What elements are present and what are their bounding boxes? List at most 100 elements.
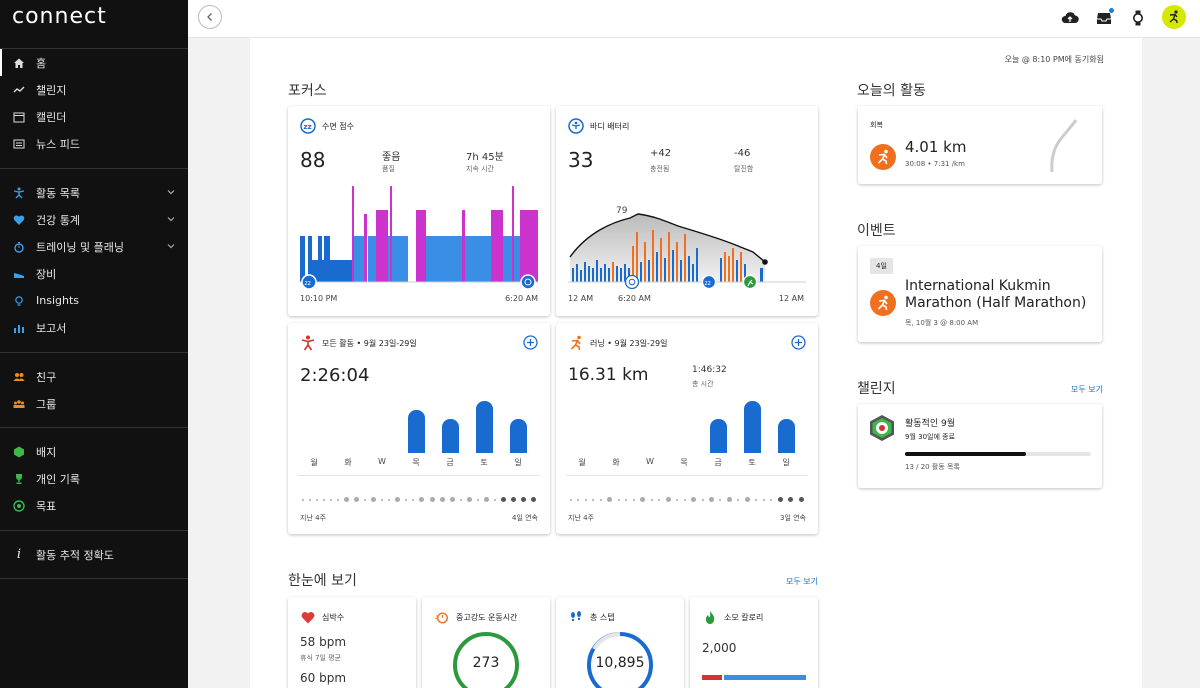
nav-group-main: 홈 챌린지 캘린더 뉴스 피드 [0,48,188,157]
chevron-down-icon[interactable] [166,187,176,197]
sidebar-item-challenges[interactable]: 챌린지 [0,76,188,103]
heart-rate-card[interactable]: 심박수 58 bpm 휴식 7일 평균 60 bpm [288,597,416,688]
running-card[interactable]: 러닝 • 9월 23일-29일 16.31 km 1:46:32 총 시간 월 화… [556,323,818,534]
watch-icon[interactable] [1128,8,1148,28]
nav-group-goals: 배지 개인 기록 목표 [0,427,188,519]
day-bar[interactable] [778,419,795,453]
sidebar-item-training[interactable]: 트레이닝 및 플래닝 [0,233,188,260]
sidebar-item-health-stats[interactable]: 건강 통계 [0,206,188,233]
sidebar-item-label: 트레이닝 및 플래닝 [36,240,124,254]
inbox-icon[interactable] [1094,8,1114,28]
sidebar-item-home[interactable]: 홈 [0,49,188,76]
avatar[interactable] [1162,5,1186,29]
intensity-minutes-card[interactable]: 중고강도 운동시간 273 [422,597,550,688]
sidebar-item-insights[interactable]: Insights [0,287,188,314]
card-header: zz 수면 점수 [300,118,354,134]
sidebar-item-badges[interactable]: 배지 [0,438,188,465]
battery-x-label: 12 AM [568,294,594,303]
event-card[interactable]: 4일 International Kukmin Marathon (Half M… [858,246,1102,342]
day-bar[interactable] [442,419,459,453]
sleep-stage-bars [300,186,538,282]
sidebar-item-friends[interactable]: 친구 [0,363,188,390]
sidebar-item-tracking-accuracy[interactable]: i 활동 추적 정확도 [0,541,188,568]
day-label: 금 [714,458,722,467]
sleep-score-card[interactable]: zz 수면 점수 88 좋음 품질 7h 45분 지속 시간 [288,106,550,316]
sleep-start-icon: zz [301,274,317,290]
nav-divider [0,578,188,579]
steps-card[interactable]: 총 스텝 10,895 [556,597,684,688]
challenge-badge-icon [870,415,894,441]
report-icon [12,321,26,335]
day-label: W [378,457,386,466]
current-hr-value: 60 bpm [300,671,347,685]
sleep-duration-value: 7h 45분 [466,152,504,163]
nav-group-social: 친구 그룹 [0,352,188,417]
day-bar[interactable] [510,419,527,453]
flame-icon [702,609,718,625]
home-icon [12,56,26,70]
day-bar[interactable] [408,410,425,453]
sleep-quality-label: 품질 [382,165,395,173]
card-title: 소모 칼로리 [724,612,764,622]
streak-period: 지난 4주 [300,514,326,522]
battery-charged-value: +42 [650,148,672,159]
sidebar-item-label: Insights [36,294,80,307]
running-icon [568,335,584,351]
card-title: 심박수 [322,612,345,622]
day-bar[interactable] [744,401,761,453]
runner-avatar-icon [1169,10,1178,24]
cloud-upload-icon[interactable] [1060,8,1080,28]
day-label: 월 [310,458,318,467]
day-bar[interactable] [710,419,727,453]
body-battery-value: 33 [568,148,594,172]
sidebar-item-label: 챌린지 [36,83,67,97]
sidebar-item-gear[interactable]: 장비 [0,260,188,287]
sleep-score-value: 88 [300,148,326,172]
today-activity-card[interactable]: 회복 4.01 km 30:08 • 7:31 /km [858,106,1102,184]
streak-count: 3일 연속 [780,514,806,522]
battery-charged-label: 충전됨 [650,165,670,173]
card-header: 중고강도 운동시간 [434,609,517,625]
event-date: 목, 10월 3 @ 8:00 AM [905,319,979,327]
card-header: 심박수 [300,609,344,625]
battery-line [569,213,766,263]
sidebar-item-personal-records[interactable]: 개인 기록 [0,465,188,492]
activity-person-icon [300,335,316,351]
main-content: 오늘 @ 8:10 PM에 동기화됨 포커스 zz 수면 점수 88 좋음 품질… [250,38,1142,688]
streak-dots [302,497,536,502]
sidebar-item-label: 활동 목록 [36,186,80,200]
all-activities-card[interactable]: 모든 활동 • 9월 23일-29일 2:26:04 월 화 W 목 금 토 일 지난 4주… [288,323,550,534]
sidebar-item-label: 목표 [36,499,57,513]
sidebar-item-groups[interactable]: 그룹 [0,390,188,417]
connect-logo[interactable]: connect [12,4,107,29]
sidebar-item-goals[interactable]: 목표 [0,492,188,519]
back-button[interactable] [198,5,222,29]
add-icon[interactable] [791,335,806,350]
sidebar-item-activities[interactable]: 활동 목록 [0,179,188,206]
challenge-card[interactable]: 활동적인 9월 9월 30일에 종료 13 / 20 활동 목록 [858,404,1102,488]
streak-period: 지난 4주 [568,514,594,522]
heart-icon [12,213,26,227]
chevron-down-icon[interactable] [166,214,176,224]
alarm-icon [520,274,536,290]
day-bar[interactable] [476,401,493,453]
sidebar-item-calendar[interactable]: 캘린더 [0,103,188,130]
calories-card[interactable]: 소모 칼로리 2,000 [690,597,818,688]
body-battery-card[interactable]: 바디 배터리 33 +42 충전됨 -46 탈진함 zz 79 12 AM 6:… [556,106,818,316]
battery-current-point [762,259,768,265]
chevron-down-icon[interactable] [166,241,176,251]
sidebar-item-reports[interactable]: 보고서 [0,314,188,341]
news-icon [12,137,26,151]
friends-icon [12,370,26,384]
streak-dots [570,497,804,502]
route-map-thumbnail [1050,119,1078,173]
total-activity-time: 2:26:04 [300,365,370,386]
challenges-see-all-link[interactable]: 모두 보기 [1071,385,1103,394]
glance-see-all-link[interactable]: 모두 보기 [786,577,818,586]
sidebar-item-label: 건강 통계 [36,213,80,227]
challenge-progress-bar [905,452,1091,456]
add-icon[interactable] [523,335,538,350]
sidebar-item-news-feed[interactable]: 뉴스 피드 [0,130,188,157]
card-header: 총 스텝 [568,609,615,625]
sleep-stages-chart: zz [300,186,538,290]
